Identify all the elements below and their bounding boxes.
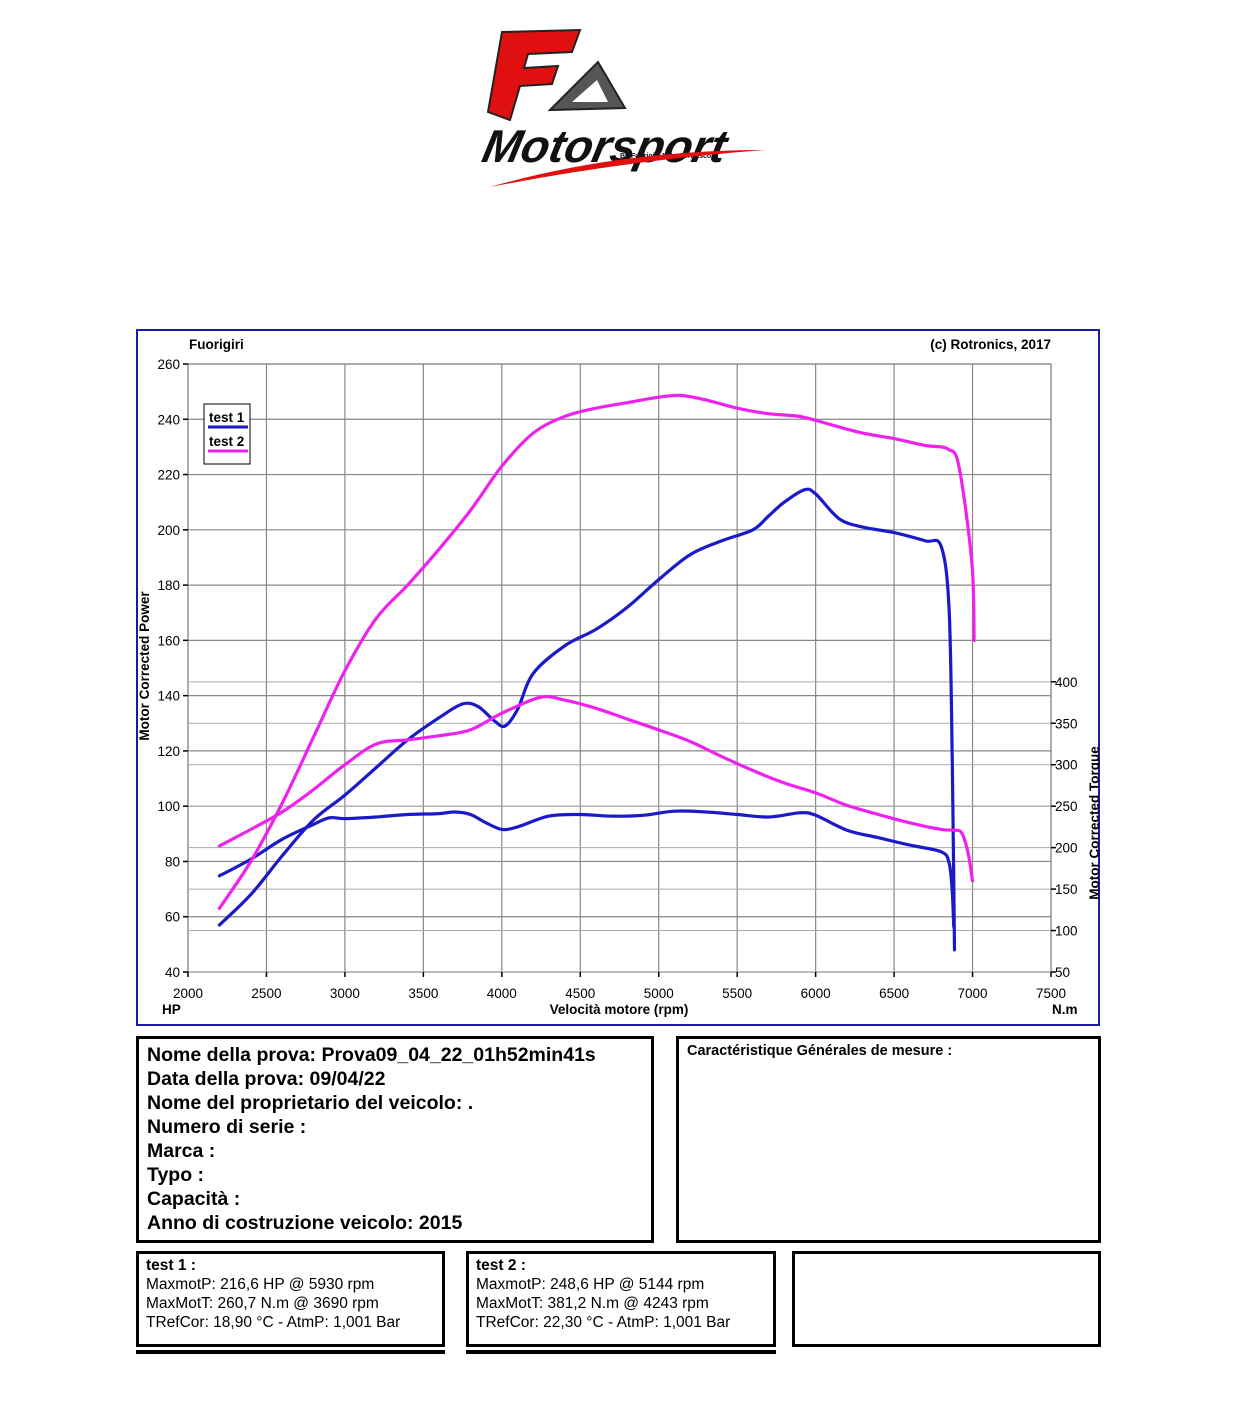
test-date: Data della prova: 09/04/22	[147, 1068, 386, 1090]
x-tick-label: 6500	[879, 986, 909, 1001]
dyno-chart: 2000 2500 3000 3500 4000 4500 5000 5500 6000 6500…	[137, 337, 1100, 1017]
y-tick-label: 100	[157, 799, 180, 814]
y2-tick-label: 400	[1055, 675, 1078, 690]
plot-area	[187, 363, 1052, 973]
y-tick-label: 260	[157, 357, 180, 372]
y-tick-label: 160	[157, 633, 180, 648]
series-test1-power-line	[217, 487, 957, 952]
build-year: Anno di costruzione veicolo: 2015	[147, 1212, 463, 1234]
x-tick-label: 5000	[644, 986, 674, 1001]
measurement-characteristics-title: Caractéristique Générales de mesure :	[687, 1043, 953, 1059]
legend-test2-label: test 2	[209, 434, 244, 449]
test2-title: test 2 :	[476, 1257, 526, 1274]
y2-tick-label: 100	[1055, 924, 1078, 939]
test-name: Nome della prova: Prova09_04_22_01h52min…	[147, 1044, 596, 1066]
test1-title: test 1 :	[146, 1257, 196, 1274]
x-tick-label: 3000	[330, 986, 360, 1001]
header-left: Fuorigiri	[189, 337, 244, 352]
y2-tick-label: 150	[1055, 882, 1078, 897]
test2-summary: test 2 : MaxmotP: 248,6 HP @ 5144 rpm Ma…	[466, 1251, 776, 1347]
right-unit-label: N.m	[1052, 1002, 1078, 1017]
legend: test 1 test 2	[203, 403, 251, 465]
y2-tick-label: 250	[1055, 799, 1078, 814]
y-tick-label: 60	[165, 910, 180, 925]
test2-max-power: MaxmotP: 248,6 HP @ 5144 rpm	[476, 1276, 705, 1293]
y2-tick-label: 200	[1055, 841, 1078, 856]
y-tick-label: 220	[157, 468, 180, 483]
empty-summary-box	[792, 1251, 1101, 1347]
header-right: (c) Rotronics, 2017	[930, 337, 1051, 352]
test2-max-torque: MaxMotT: 381,2 N.m @ 4243 rpm	[476, 1295, 709, 1312]
capacity: Capacità :	[147, 1188, 241, 1210]
x-axis-label: Velocità motore (rpm)	[550, 1002, 689, 1017]
y-tick-label: 200	[157, 523, 180, 538]
y2-axis-label: Motor Corrected Torque	[1087, 746, 1100, 900]
y2-tick-label: 300	[1055, 758, 1078, 773]
x-tick-label: 3500	[408, 986, 438, 1001]
fa-motorsport-logo: Motorsport By Fuorigiri Auto Cernusco	[480, 28, 765, 187]
test1-max-torque: MaxMotT: 260,7 N.m @ 3690 rpm	[146, 1295, 379, 1312]
series-test2-torque-line	[217, 695, 975, 883]
x-tick-label: 2000	[173, 986, 203, 1001]
test1-summary: test 1 : MaxmotP: 216,6 HP @ 5930 rpm Ma…	[136, 1251, 445, 1347]
test-info-box: Nome della prova: Prova09_04_22_01h52min…	[136, 1036, 654, 1243]
y-tick-label: 120	[157, 744, 180, 759]
y-tick-label: 140	[157, 689, 180, 704]
legend-test1-label: test 1	[209, 410, 245, 425]
y-tick-label: 180	[157, 578, 180, 593]
x-tick-label: 2500	[251, 986, 281, 1001]
y-tick-label: 80	[165, 854, 180, 869]
test2-conditions: TRefCor: 22,30 °C - AtmP: 1,001 Bar	[476, 1314, 731, 1331]
x-tick-label: 7000	[958, 986, 988, 1001]
y-tick-label: 40	[165, 965, 180, 980]
x-tick-label: 7500	[1036, 986, 1066, 1001]
test1-underline	[136, 1350, 445, 1354]
type: Typo :	[147, 1164, 205, 1186]
y-axis-label: Motor Corrected Power	[137, 591, 152, 741]
brand: Marca :	[147, 1140, 216, 1162]
series-test2-power-line	[217, 393, 976, 910]
series-test1-torque-line	[217, 809, 956, 928]
y2-tick-label: 50	[1055, 965, 1070, 980]
x-tick-label: 4000	[487, 986, 517, 1001]
vehicle-owner: Nome del proprietario del veicolo: .	[147, 1092, 474, 1114]
test1-max-power: MaxmotP: 216,6 HP @ 5930 rpm	[146, 1276, 375, 1293]
test1-conditions: TRefCor: 18,90 °C - AtmP: 1,001 Bar	[146, 1314, 401, 1331]
test2-underline	[466, 1350, 776, 1354]
measurement-characteristics-box: Caractéristique Générales de mesure :	[676, 1036, 1101, 1243]
x-tick-label: 6000	[801, 986, 831, 1001]
x-tick-label: 4500	[565, 986, 595, 1001]
serial-number: Numero di serie :	[147, 1116, 307, 1138]
x-tick-label: 5500	[722, 986, 752, 1001]
y-tick-label: 240	[157, 412, 180, 427]
chart-frame	[136, 329, 1100, 1026]
y2-tick-label: 350	[1055, 716, 1078, 731]
left-unit-label: HP	[162, 1002, 181, 1017]
